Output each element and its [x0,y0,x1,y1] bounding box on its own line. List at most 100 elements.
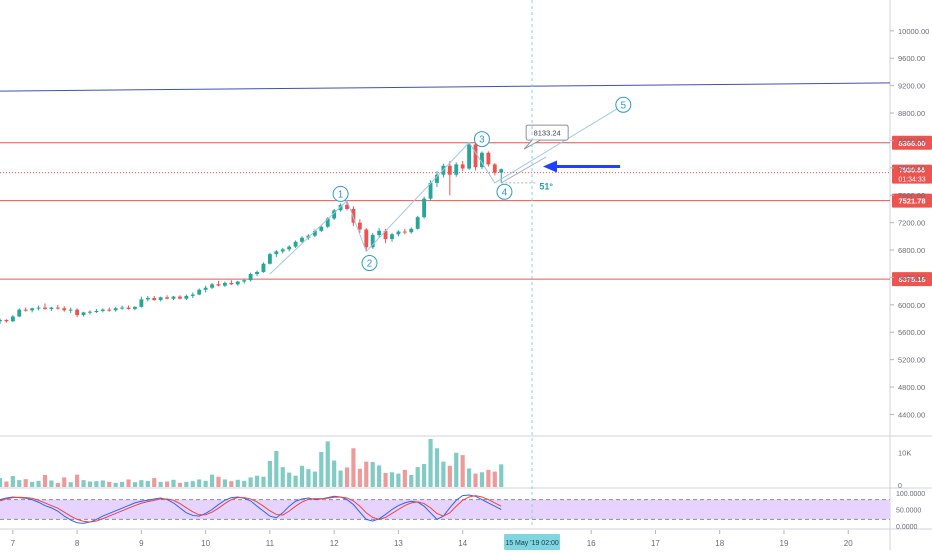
wave-circle [615,96,632,113]
volume-bar [55,482,60,487]
volume-bar [42,475,48,487]
candle-body [467,144,472,169]
volume-bar [325,441,330,487]
volume-bar [132,482,138,487]
overlay: 15 May '19 02:00 [504,0,621,550]
candle-body [17,309,22,317]
wave-label: 1 [338,189,344,200]
trend-line-layer[interactable] [0,82,891,92]
volume-bar [81,480,86,487]
elliott-wave[interactable]: 1 2 3 4 5 51° 8133.24 [269,96,632,275]
volume-bar [222,479,227,487]
candle-body [30,308,35,311]
candle-body [338,204,343,211]
current-price-label: 7930.86 [899,166,925,175]
candle-body [36,307,41,309]
wave-label: 3 [479,135,485,146]
level-price-badge [892,272,932,287]
volume-bar [113,482,118,487]
price-tick-label: 8400.00 [898,136,925,145]
price-tick-label: 4400.00 [898,410,925,419]
volume-bar [499,464,504,487]
candle-body [364,229,369,248]
candle-body [248,274,253,281]
price-tick-label: 8000.00 [898,164,925,173]
volume-bar [293,475,298,487]
time-tick-label: 11 [266,539,275,548]
volume-bar [344,467,350,487]
candle-body [235,281,240,285]
angle-label: 51° [539,182,553,192]
time-tick-label: 19 [780,539,789,548]
candle-body [267,254,272,264]
candle-body [422,198,427,218]
candle-body [409,228,414,233]
volume-bar [4,481,9,487]
level-price-label: 6375.16 [898,275,925,284]
time-tick-label: 7 [11,539,16,548]
candle-body [319,226,324,231]
candle-body [120,307,125,309]
price-tick-label: 7200.00 [898,219,925,228]
volume-bar [377,465,382,487]
candle-body [480,152,484,168]
stoch-tick-label: 50.0000 [896,508,921,515]
stoch-tick-label: 0.0000 [896,524,918,531]
price-tick-label: 9600.00 [898,54,925,63]
volume-bar [152,478,157,487]
wave-circle [496,183,513,200]
wave-label: 5 [621,100,627,111]
time-tick-label: 12 [330,539,339,548]
level-price-label: 7521.78 [898,197,925,206]
candle-body [113,308,118,311]
volume-bar [87,481,93,487]
wave-label: 4 [502,187,508,198]
volume-bar [370,461,375,487]
candle-body [81,312,86,316]
volume-bar [402,469,407,487]
candle-body [325,218,330,227]
volume-bar [287,472,292,487]
candle-body [473,144,478,168]
volume-bar [100,480,105,487]
volume-bar [0,478,3,487]
candle-body [197,289,202,295]
volume-bar [473,473,478,487]
time-tick-label: 10 [201,539,210,548]
angle-ray [500,156,547,184]
wave-label: 2 [367,259,373,270]
volume-pane [0,439,504,487]
time-tick-label: 16 [587,539,596,548]
wave-circle [473,131,490,148]
horizontal-levels[interactable]: 8366.00 7521.78 6375.16 7930.86 01:34:33 [0,135,932,287]
volume-bar [492,471,497,487]
price-tick-label: 9200.00 [898,82,925,91]
candle-body [345,204,349,209]
level-price-badge [892,135,932,150]
volume-bar [467,468,472,487]
crosshair-time-badge [504,534,561,550]
candle-body [158,297,163,301]
countdown-label: 01:34:33 [898,177,925,184]
wave-circle [332,185,349,202]
candle-body [216,284,221,286]
volume-bar [145,480,150,487]
volume-bar [383,472,388,487]
volume-tick-label: 10K [898,449,911,458]
volume-bar [17,480,22,487]
candle-body [43,307,47,309]
volume-bar [248,477,253,487]
time-tick-label: 18 [715,539,724,548]
candle-body [396,231,401,235]
price-tick-label: 7600.00 [898,191,925,200]
volume-bar [274,451,279,487]
candle-body [210,284,214,288]
volume-bar [460,455,465,487]
candle-body [49,307,54,309]
candle-body [229,282,234,285]
candle-body [139,299,144,307]
volume-bar [120,481,125,487]
